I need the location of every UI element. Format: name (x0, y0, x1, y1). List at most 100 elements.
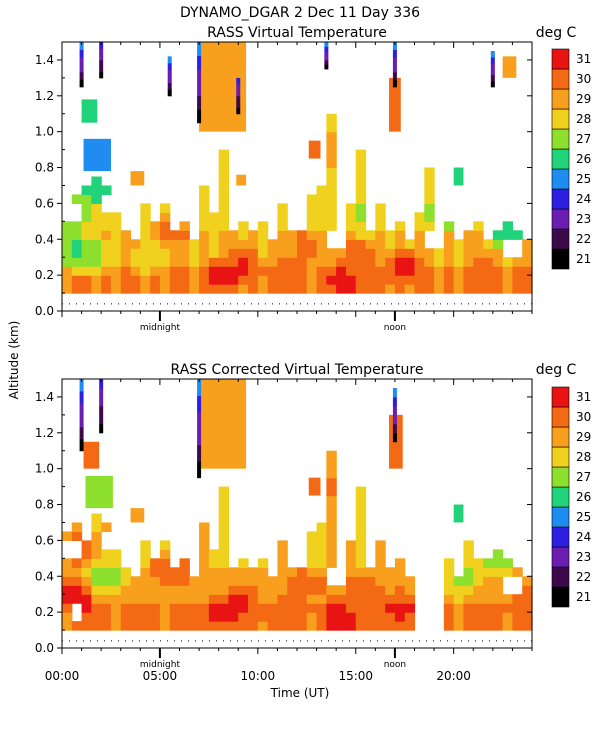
heatmap-cell (502, 621, 514, 631)
colorbar-swatch (551, 486, 570, 508)
heatmap-cell (355, 549, 367, 559)
heatmap-cell (512, 230, 523, 240)
heatmap-cell (502, 275, 514, 285)
heatmap-cell (159, 284, 171, 294)
heatmap-cell (492, 230, 504, 240)
heatmap-cell (130, 603, 141, 613)
y-tick-label: 1.0 (35, 125, 54, 139)
heatmap-cell (277, 540, 288, 550)
heatmap-cell (199, 212, 210, 222)
cold-spike-segment (79, 426, 84, 440)
heatmap-cell (120, 284, 132, 294)
heatmap-cell (159, 212, 171, 222)
cold-spike-segment (236, 107, 241, 115)
heatmap-cell (140, 540, 151, 550)
heatmap-cell (179, 239, 190, 249)
heatmap-cell (159, 558, 171, 568)
cold-spike-segment (79, 379, 84, 392)
colorbar-level-label: 27 (576, 470, 591, 484)
heatmap-cell (208, 275, 220, 285)
heatmap-cell (512, 567, 523, 577)
cold-spike-segment (79, 56, 84, 65)
heatmap-cell (277, 576, 288, 586)
heatmap-cell (492, 248, 504, 258)
cold-spike-segment (392, 423, 397, 434)
heatmap-cell (522, 594, 533, 604)
heatmap-cell (218, 567, 230, 577)
heatmap-cell (326, 477, 337, 488)
cold-spike-segment (236, 101, 241, 109)
heatmap-cell (492, 594, 504, 604)
heatmap-cell (130, 621, 141, 631)
heatmap-cell (120, 257, 132, 267)
heatmap-cell (130, 266, 141, 276)
heatmap-cell (326, 549, 337, 559)
colorbar: deg C 21 22 23 24 25 26 27 28 29 30 31 (536, 25, 591, 270)
heatmap-cell (297, 612, 308, 622)
cold-spike-segment (392, 71, 397, 80)
heatmap-cell (365, 621, 376, 631)
heatmap-cell (483, 567, 494, 577)
heatmap-cell (81, 257, 92, 267)
cold-spike-segment (197, 55, 202, 70)
heatmap-cell (228, 576, 239, 586)
heatmap-cell (277, 266, 288, 276)
x-axis-label: Time (UT) (270, 686, 330, 700)
cold-spike-segment (324, 55, 329, 61)
heatmap-cell (394, 275, 406, 285)
heatmap-cell (130, 275, 141, 285)
heatmap-cell (345, 212, 357, 222)
heatmap-cell (355, 594, 367, 604)
heatmap-cell (169, 284, 181, 294)
heatmap-cell (110, 576, 122, 586)
heatmap-cell (326, 149, 337, 160)
heatmap-cell (297, 266, 308, 276)
heatmap-cell (297, 585, 308, 595)
colorbar-level-label: 27 (576, 132, 591, 146)
heatmap-cell (522, 621, 533, 631)
heatmap-cell (326, 531, 337, 541)
heatmap-cell (404, 603, 416, 613)
heatmap-cell (218, 257, 230, 267)
heatmap-cell (248, 248, 259, 258)
heatmap-cell (287, 621, 298, 631)
x-tick-label: 15:00 (338, 669, 373, 683)
heatmap-cell (267, 257, 279, 267)
heatmap-cell (228, 621, 239, 631)
heatmap-cell (140, 221, 151, 231)
heatmap-cell (355, 158, 367, 169)
heatmap-cell (218, 176, 230, 187)
heatmap-cell (62, 239, 73, 249)
heatmap-cell (81, 549, 92, 559)
heatmap-cell (277, 203, 288, 213)
colorbar-level-label: 25 (576, 172, 591, 186)
heatmap-fragment (308, 477, 321, 496)
heatmap-cell (71, 567, 83, 577)
heatmap-cell (277, 585, 288, 595)
heatmap-cell (463, 549, 474, 559)
heatmap-cell (159, 612, 171, 622)
heatmap-cell (101, 576, 112, 586)
heatmap-cell (159, 585, 171, 595)
heatmap-cell (463, 603, 474, 613)
heatmap-cell (81, 594, 92, 604)
cold-spike-segment (197, 68, 202, 83)
heatmap-cell (208, 576, 220, 586)
heatmap-cell (443, 612, 455, 622)
heatmap-cell (394, 558, 406, 568)
cold-spike-segment (236, 77, 241, 85)
heatmap-cell (375, 621, 386, 631)
heatmap-cell (169, 603, 181, 613)
heatmap-cell (443, 284, 455, 294)
heatmap-cell (424, 194, 435, 204)
heatmap-cell (492, 585, 504, 595)
heatmap-cell (218, 486, 230, 497)
heatmap-cell (473, 257, 484, 267)
heatmap-cell (512, 275, 523, 285)
heatmap-cell (512, 612, 523, 622)
heatmap-cell (492, 558, 504, 568)
heatmap-cell (120, 612, 132, 622)
heatmap-cell (71, 621, 83, 631)
heatmap-cell (110, 558, 122, 568)
heatmap-cell (473, 621, 484, 631)
